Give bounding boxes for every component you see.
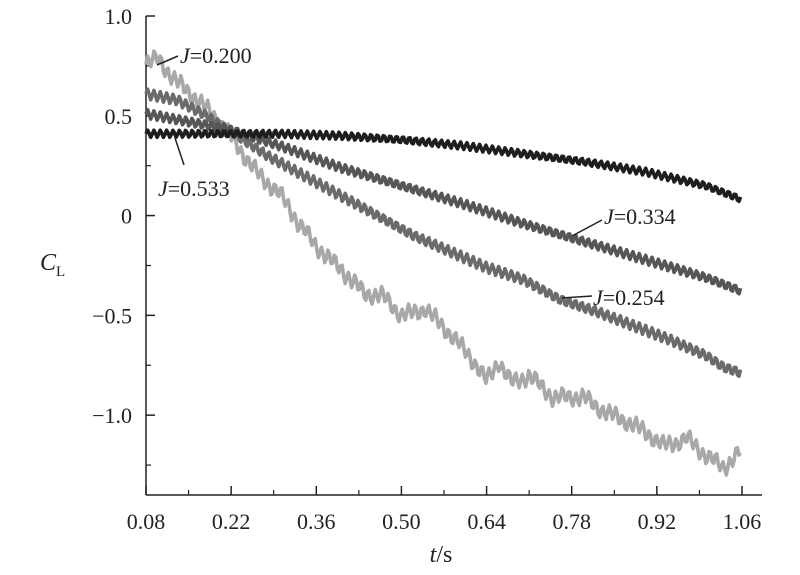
x-tick-label: 0.92	[638, 509, 677, 534]
x-tick-label: 0.64	[467, 509, 506, 534]
y-tick-label: 0.5	[105, 104, 133, 129]
y-axis-title: CL	[40, 250, 65, 280]
y-tick-label: −1.0	[92, 403, 132, 428]
series-label: J=0.533	[158, 176, 230, 201]
y-tick-label: 1.0	[105, 4, 133, 29]
series-leader-line	[174, 137, 185, 166]
x-axis-title: t/s	[430, 542, 453, 568]
y-tick-label: −0.5	[92, 303, 132, 328]
series-leader-line	[561, 295, 593, 299]
x-tick-label: 1.06	[723, 509, 762, 534]
series-group	[144, 49, 743, 477]
x-tick-label: 0.08	[127, 509, 166, 534]
x-tick-group: 0.08 0.22 0.36 0.50 0.64 0.78 0.92 1.06	[127, 486, 762, 534]
series-line	[144, 128, 743, 204]
x-tick-label: 0.78	[552, 509, 591, 534]
x-tick-label: 0.50	[382, 509, 421, 534]
y-tick-group: 1.0 0.5 0 −0.5 −1.0	[92, 4, 155, 466]
series-label: J=0.200	[180, 43, 252, 68]
series-label: J=0.334	[604, 204, 676, 229]
y-tick-label: 0	[121, 204, 132, 229]
series-line	[144, 87, 743, 379]
x-tick-label: 0.36	[297, 509, 336, 534]
series-leader-line	[156, 55, 179, 66]
series-labels-group: J=0.200 J=0.254 J=0.334 J=0.533	[156, 43, 676, 310]
series-label: J=0.254	[593, 285, 665, 310]
series-leader-line	[571, 219, 603, 237]
series-line	[144, 49, 742, 477]
x-tick-label: 0.22	[212, 509, 251, 534]
